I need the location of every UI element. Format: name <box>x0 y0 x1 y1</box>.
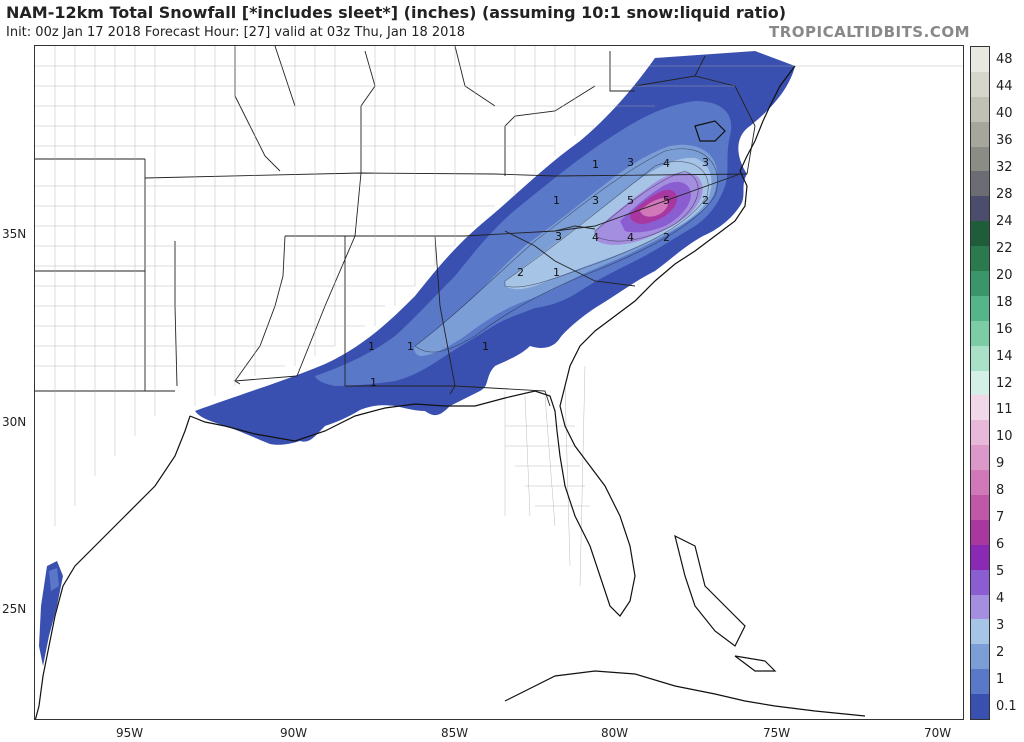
colorbar-label: 12 <box>996 375 1013 391</box>
contour-label: 4 <box>627 231 634 244</box>
colorbar <box>970 46 990 720</box>
colorbar-cell <box>971 619 989 645</box>
contour-label: 1 <box>407 340 414 353</box>
colorbar-cell <box>971 544 989 571</box>
colorbar-label: 44 <box>996 78 1013 94</box>
state-borders <box>35 46 756 407</box>
colorbar-cell <box>971 669 989 695</box>
colorbar-label: 28 <box>996 186 1013 202</box>
colorbar-label: 0.1 <box>996 699 1017 715</box>
colorbar-cell <box>971 96 989 123</box>
contour-label: 1 <box>368 340 375 353</box>
colorbar-label: 24 <box>996 213 1013 229</box>
colorbar-label: 20 <box>996 267 1013 283</box>
colorbar-cell <box>971 146 989 172</box>
lat-label-35n: 35N <box>2 227 27 241</box>
colorbar-label: 2 <box>996 645 1005 661</box>
contour-label: 1 <box>592 158 599 171</box>
colorbar-label: 3 <box>996 618 1005 634</box>
colorbar-label: 9 <box>996 456 1005 472</box>
lon-label-70w: 70W <box>924 726 952 740</box>
colorbar-label: 18 <box>996 294 1013 310</box>
contour-label: 3 <box>592 194 599 207</box>
contour-label: 2 <box>702 194 709 207</box>
colorbar-label: 5 <box>996 564 1005 580</box>
colorbar-label: 1 <box>996 672 1005 688</box>
colorbar-label: 16 <box>996 321 1013 337</box>
colorbar-label: 7 <box>996 510 1005 526</box>
lon-label-90w: 90W <box>280 726 308 740</box>
contour-label: 1 <box>553 266 560 279</box>
map-subtitle: Init: 00z Jan 17 2018 Forecast Hour: [27… <box>6 25 465 40</box>
colorbar-cell <box>971 345 989 372</box>
lat-label-30n: 30N <box>2 415 27 429</box>
contour-label: 5 <box>627 194 634 207</box>
colorbar-cell <box>971 445 989 471</box>
colorbar-label: 4 <box>996 591 1005 607</box>
colorbar-cell <box>971 171 989 197</box>
coastline <box>35 65 866 719</box>
map-background <box>35 46 963 719</box>
colorbar-cell <box>971 395 989 421</box>
colorbar-label: 22 <box>996 240 1013 256</box>
colorbar-cell <box>971 196 989 222</box>
contour-label: 3 <box>702 156 709 169</box>
colorbar-label: 11 <box>996 402 1013 418</box>
colorbar-label: 6 <box>996 537 1005 553</box>
colorbar-cell <box>971 644 989 670</box>
colorbar-cell <box>971 71 989 98</box>
colorbar-cell <box>971 47 989 73</box>
map-title: NAM-12km Total Snowfall [*includes sleet… <box>6 3 787 22</box>
colorbar-cell <box>971 271 989 297</box>
colorbar-label: 10 <box>996 429 1013 445</box>
contour-label: 2 <box>517 266 524 279</box>
county-borders <box>35 46 963 587</box>
colorbar-label: 40 <box>996 105 1013 121</box>
snowfall-map: 1 3 4 3 1 3 5 5 2 3 4 4 2 2 1 1 1 1 1 <box>34 45 964 720</box>
colorbar-cell <box>971 121 989 148</box>
contour-label: 1 <box>370 376 377 389</box>
contour-label: 5 <box>663 194 670 207</box>
colorbar-cell <box>971 495 989 521</box>
colorbar-label: 8 <box>996 483 1005 499</box>
colorbar-cell <box>971 420 989 446</box>
colorbar-cell <box>971 694 989 720</box>
colorbar-label: 32 <box>996 159 1013 175</box>
colorbar-cell <box>971 569 989 596</box>
colorbar-cell <box>971 295 989 322</box>
contour-label: 4 <box>592 231 599 244</box>
colorbar-label: 14 <box>996 348 1013 364</box>
lon-label-80w: 80W <box>601 726 629 740</box>
contour-label: 2 <box>663 231 670 244</box>
contour-label: 4 <box>663 157 670 170</box>
snow-band-texas-inner <box>49 568 59 591</box>
colorbar-cell <box>971 320 989 347</box>
contour-lines <box>414 148 718 353</box>
colorbar-label: 36 <box>996 132 1013 148</box>
colorbar-cell <box>971 370 989 396</box>
contour-label: 1 <box>553 194 560 207</box>
colorbar-cell <box>971 470 989 496</box>
contour-label: 1 <box>482 340 489 353</box>
brand-watermark: TROPICALTIDBITS.COM <box>769 23 970 41</box>
lon-label-95w: 95W <box>116 726 144 740</box>
map-svg: 1 3 4 3 1 3 5 5 2 3 4 4 2 2 1 1 1 1 1 <box>35 46 963 719</box>
colorbar-cell <box>971 221 989 247</box>
lon-label-75w: 75W <box>763 726 791 740</box>
contour-label: 3 <box>555 230 562 243</box>
contour-label: 3 <box>627 156 634 169</box>
colorbar-cell <box>971 594 989 620</box>
colorbar-label: 48 <box>996 52 1013 67</box>
colorbar-cell <box>971 519 989 546</box>
contour-label-group: 1 3 4 3 1 3 5 5 2 3 4 4 2 2 1 1 1 1 1 <box>368 156 709 389</box>
colorbar-cell <box>971 246 989 272</box>
lon-label-85w: 85W <box>441 726 469 740</box>
lat-label-25n: 25N <box>2 602 27 616</box>
